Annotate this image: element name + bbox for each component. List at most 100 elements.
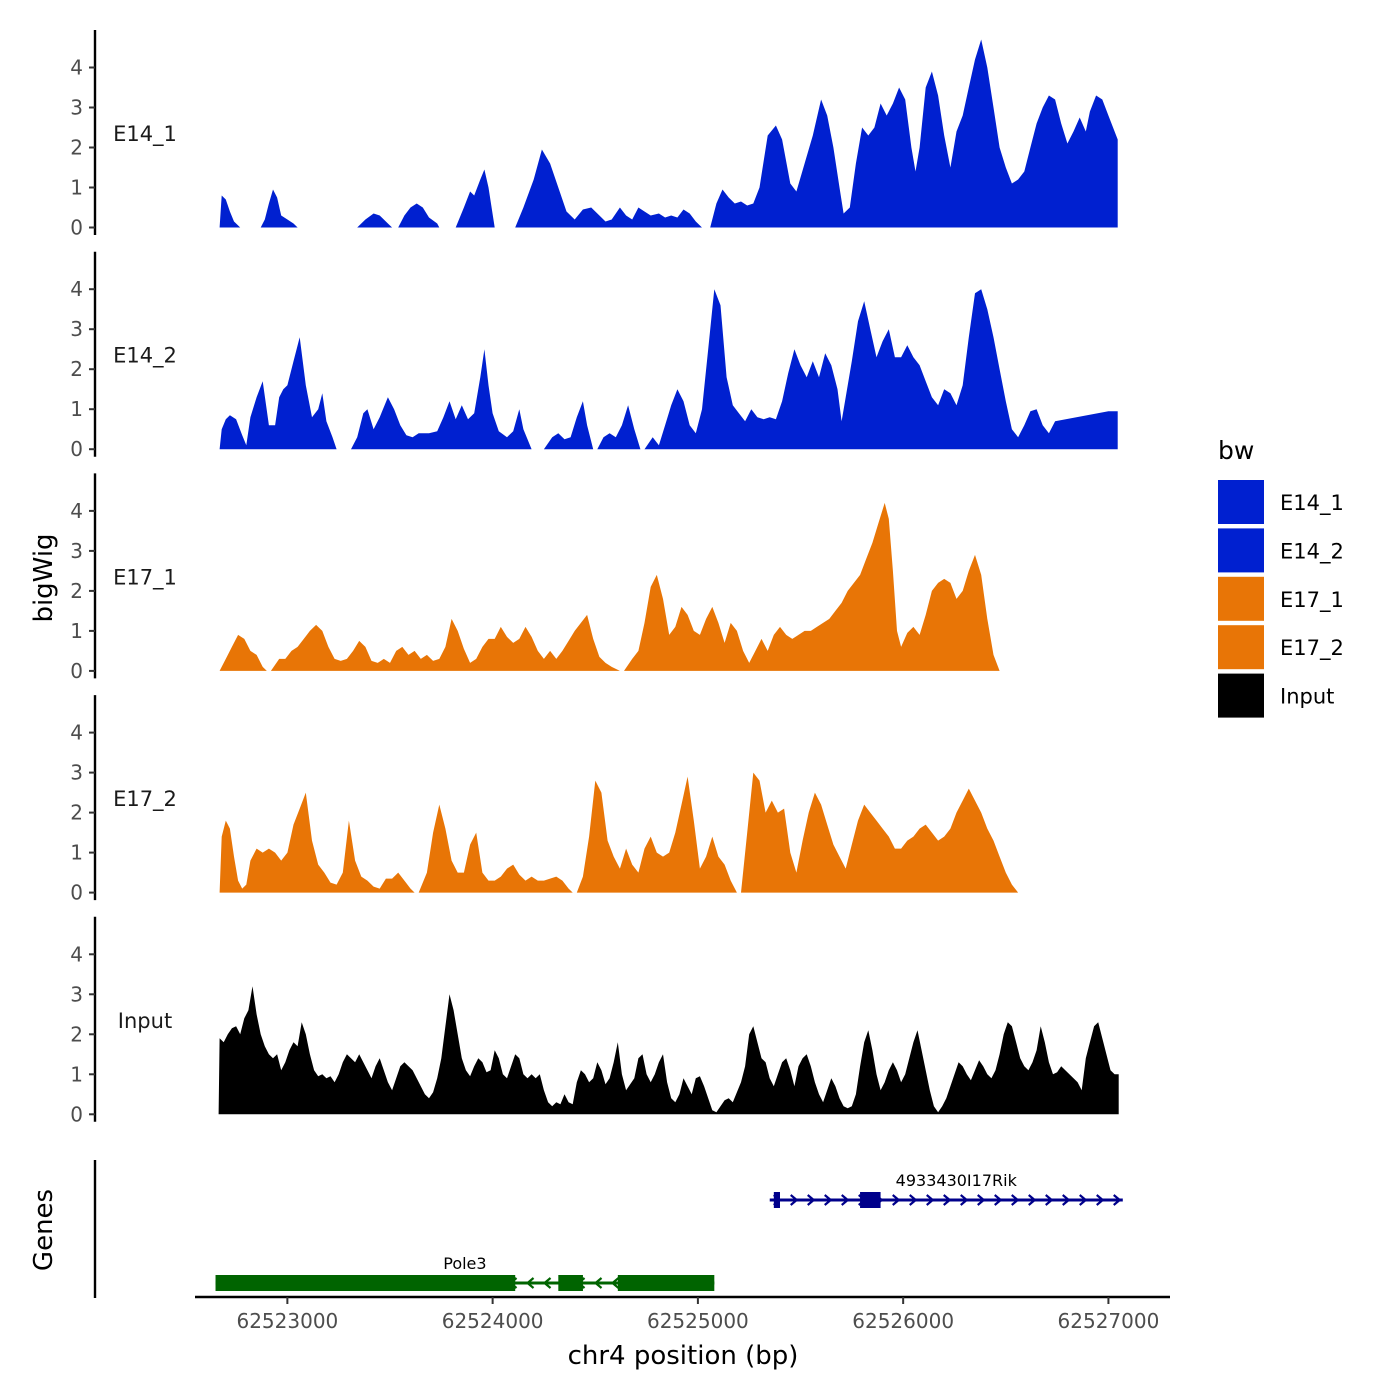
x-axis: 62523000 62524000 62525000 62526000 62527000	[195, 1295, 1170, 1333]
signal-area	[357, 213, 393, 228]
track-e14-2: 0 1 2 3 4 E14_2	[70, 251, 1118, 461]
gene-exon	[860, 1192, 881, 1208]
y-tick-label: 1	[70, 1062, 83, 1086]
genes-axis-title: Genes	[29, 1189, 59, 1271]
y-tick-label: 1	[70, 841, 83, 865]
signal-area	[219, 195, 241, 228]
strand-arrow	[1028, 1194, 1037, 1206]
strand-arrow	[841, 1194, 850, 1206]
y-tick-label: 4	[70, 942, 83, 966]
x-tick-label: 62527000	[1058, 1309, 1160, 1333]
gene-label: Pole3	[443, 1254, 486, 1273]
strand-arrow	[542, 1277, 552, 1289]
x-tick-label: 62524000	[442, 1309, 544, 1333]
legend-items: E14_1 E14_2 E17_1 E17_2 Input	[1218, 480, 1344, 718]
track-label: E17_1	[113, 565, 177, 590]
y-tick-label: 2	[70, 136, 83, 160]
y-tick-label: 3	[70, 539, 83, 563]
track-e17-1: 0 1 2 3 4 E17_1	[70, 473, 1000, 683]
legend: bw E14_1 E14_2 E17_1 E17_2 Input	[1218, 436, 1344, 718]
track-e17-2: 0 1 2 3 4 E17_2	[70, 695, 1019, 905]
strand-arrow	[994, 1194, 1003, 1206]
y-tick-label: 3	[70, 317, 83, 341]
y-tick-label: 0	[70, 881, 83, 905]
track-label: E14_2	[113, 344, 177, 369]
track-label: E17_2	[113, 787, 177, 812]
signal-area	[418, 804, 573, 893]
signal-tracks: 0 1 2 3 4 E14_1 0 1 2 3 4 E14_2 0 1 2 3 4 E17_1 0 1 2 3 4 E17_2…	[70, 30, 1119, 1126]
track-label: Input	[118, 1009, 172, 1033]
strand-arrow	[960, 1194, 969, 1206]
y-axis-title: bigWig	[29, 533, 59, 622]
x-tick-label: 62525000	[647, 1309, 749, 1333]
strand-arrow	[807, 1194, 816, 1206]
y-tick-label: 4	[70, 721, 83, 745]
y-tick-label: 4	[70, 56, 83, 80]
strand-arrow	[1011, 1194, 1020, 1206]
signal-area	[219, 337, 337, 450]
strand-arrow	[593, 1277, 603, 1289]
legend-title: bw	[1218, 436, 1254, 465]
y-tick-label: 2	[70, 1022, 83, 1046]
strand-arrow	[1079, 1194, 1088, 1206]
signal-area	[644, 289, 1118, 450]
gene-4933430i17rik: 4933430I17Rik	[769, 1171, 1123, 1208]
signal-area	[741, 772, 1019, 893]
legend-swatch-e14-2	[1218, 528, 1264, 573]
gene-label: 4933430I17Rik	[896, 1171, 1018, 1190]
x-tick-label: 62523000	[236, 1309, 338, 1333]
track-input: 0 1 2 3 4 Input	[70, 916, 1119, 1126]
signal-area	[260, 189, 298, 228]
y-tick-label: 1	[70, 176, 83, 200]
y-tick-label: 0	[70, 437, 83, 461]
legend-swatch-e17-2	[1218, 625, 1264, 670]
gene-exon	[558, 1275, 583, 1291]
strand-arrow	[1096, 1194, 1105, 1206]
y-tick-label: 0	[70, 659, 83, 683]
y-tick-label: 1	[70, 619, 83, 643]
legend-swatch-e17-1	[1218, 576, 1264, 621]
signal-area	[398, 203, 440, 228]
gene-exon	[617, 1275, 715, 1291]
x-tick-label: 62526000	[852, 1309, 954, 1333]
y-tick-label: 2	[70, 801, 83, 825]
legend-label-e14-1: E14_1	[1280, 491, 1344, 516]
y-tick-label: 2	[70, 357, 83, 381]
y-tick-label: 1	[70, 397, 83, 421]
signal-area	[270, 614, 620, 671]
strand-arrow	[943, 1194, 952, 1206]
legend-label-e14-2: E14_2	[1280, 539, 1344, 564]
signal-area	[597, 405, 641, 450]
y-tick-label: 3	[70, 761, 83, 785]
y-tick-label: 0	[70, 216, 83, 240]
gene-exon	[215, 1275, 516, 1291]
x-axis-title: chr4 position (bp)	[568, 1341, 799, 1371]
y-tick-label: 4	[70, 277, 83, 301]
signal-area	[576, 776, 737, 893]
y-tick-label: 4	[70, 499, 83, 523]
strand-arrow	[1113, 1194, 1122, 1206]
legend-label-input: Input	[1280, 685, 1334, 709]
signal-area	[455, 169, 495, 228]
signal-area	[219, 634, 267, 671]
strand-arrow	[610, 1277, 620, 1289]
signal-area	[218, 986, 1119, 1115]
signal-area	[710, 39, 1118, 228]
strand-arrow	[977, 1194, 986, 1206]
strand-arrow	[1045, 1194, 1054, 1206]
signal-area	[515, 149, 702, 228]
y-tick-label: 0	[70, 1102, 83, 1126]
signal-area	[543, 401, 594, 450]
y-tick-label: 3	[70, 96, 83, 120]
strand-arrow	[892, 1194, 901, 1206]
gene-exon	[773, 1192, 780, 1208]
signal-area	[351, 349, 532, 450]
track-e14-1: 0 1 2 3 4 E14_1	[70, 30, 1118, 240]
signal-area	[219, 792, 415, 893]
y-tick-label: 2	[70, 579, 83, 603]
y-tick-label: 3	[70, 982, 83, 1006]
strand-arrow	[1062, 1194, 1071, 1206]
legend-label-e17-1: E17_1	[1280, 588, 1344, 613]
legend-label-e17-2: E17_2	[1280, 636, 1344, 661]
